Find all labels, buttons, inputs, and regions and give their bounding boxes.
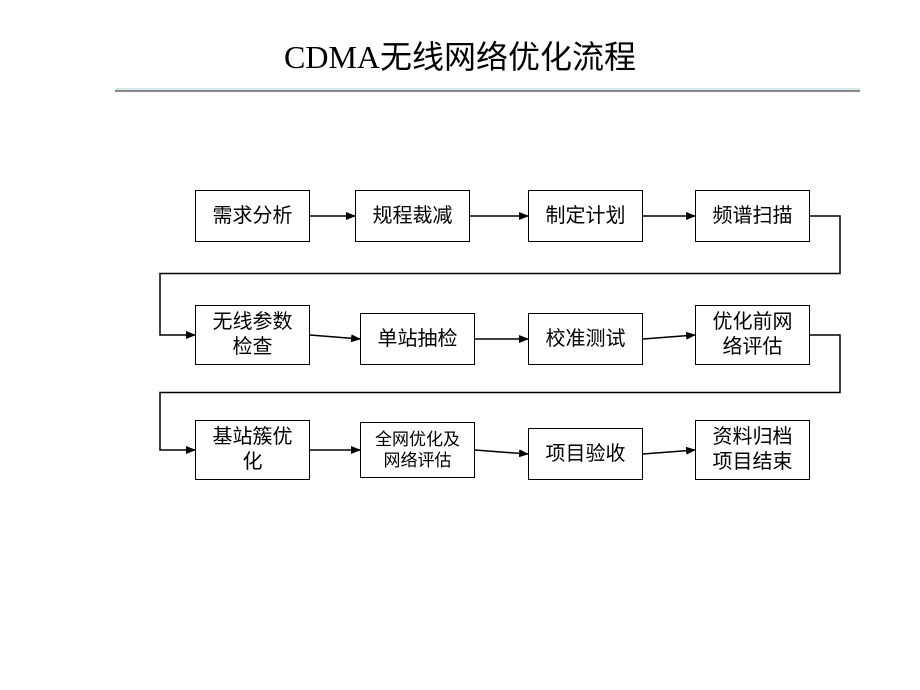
title-divider [115,88,860,92]
box-label-line: 需求分析 [213,205,293,227]
flow-box-b5: 无线参数检查 [195,305,310,365]
flow-box-b9: 基站簇优化 [195,420,310,480]
box-label-line: 优化前网 [713,311,793,333]
flow-box-b8: 优化前网络评估 [695,305,810,365]
flow-box-b1: 需求分析 [195,190,310,242]
box-label-line: 基站簇优 [213,426,293,448]
box-label-line: 频谱扫描 [713,205,793,227]
box-label-line: 资料归档 [713,426,793,448]
box-label-line: 制定计划 [546,205,626,227]
flow-box-b3: 制定计划 [528,190,643,242]
box-label-line: 项目验收 [546,443,626,465]
flow-box-b7: 校准测试 [528,313,643,365]
flow-box-b6: 单站抽检 [360,313,475,365]
flow-box-b2: 规程裁减 [355,190,470,242]
box-label-line: 无线参数 [213,311,293,333]
box-label-line: 化 [243,451,263,473]
flow-box-b4: 频谱扫描 [695,190,810,242]
box-label-line: 单站抽检 [378,328,458,350]
box-label-line: 项目结束 [713,451,793,473]
flow-box-b11: 项目验收 [528,428,643,480]
page-title: CDMA无线网络优化流程 [0,32,920,78]
box-label-line: 检查 [233,336,273,358]
box-label-line: 网络评估 [384,451,452,470]
box-label-line: 校准测试 [546,328,626,350]
box-label-line: 规程裁减 [373,205,453,227]
box-label-line: 络评估 [723,336,783,358]
box-label-line: 全网优化及 [375,430,460,449]
flow-box-b12: 资料归档项目结束 [695,420,810,480]
flow-box-b10: 全网优化及网络评估 [360,422,475,478]
